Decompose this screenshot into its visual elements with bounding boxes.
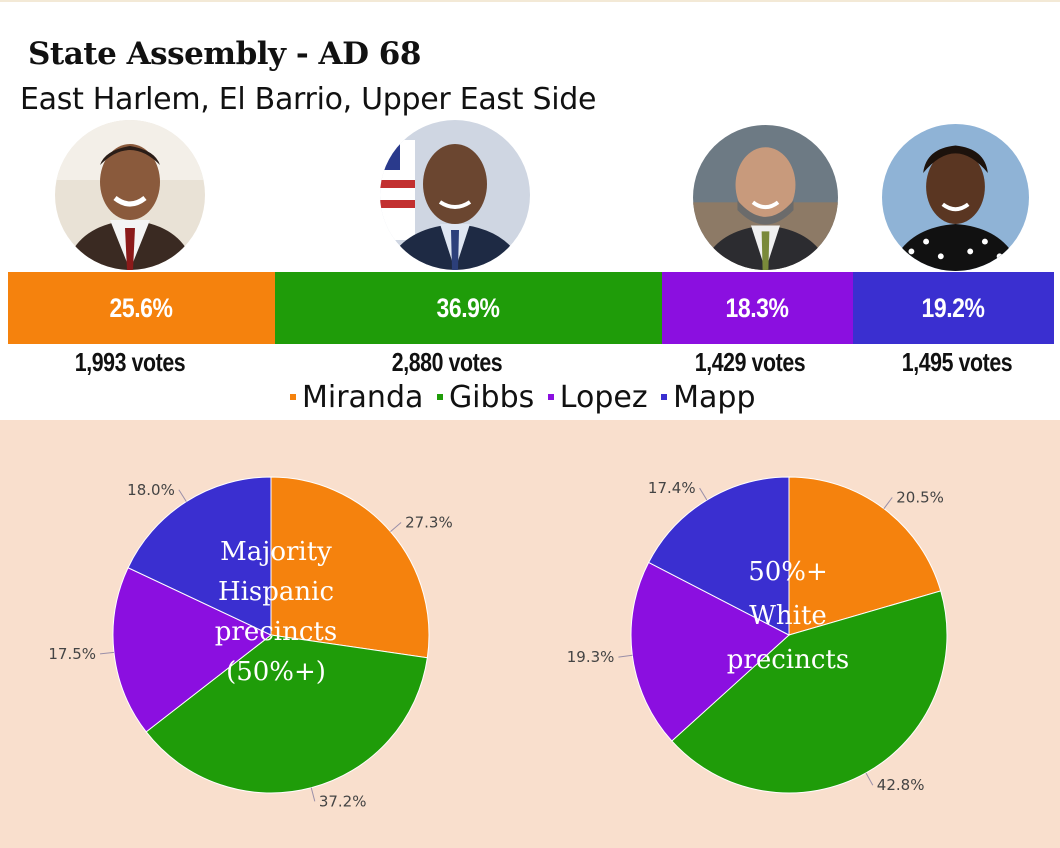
candidate-photo-gibbs — [380, 120, 530, 270]
legend-label-mapp: Mapp — [673, 380, 756, 415]
pie-title-line: Hispanic — [218, 577, 334, 607]
legend-item-mapp: Mapp — [661, 380, 756, 415]
page-subtitle: East Harlem, El Barrio, Upper East Side — [20, 82, 597, 117]
precinct-pies-panel: 27.3% 37.2% 17.5% 18.0% Majority Hispanic prec… — [0, 420, 1060, 848]
legend: Miranda Gibbs Lopez Mapp — [290, 380, 760, 415]
pie-leader-gibbs — [310, 787, 316, 802]
bar-percent-lopez: 18.3% — [726, 292, 789, 323]
candidate-photo-miranda — [55, 120, 205, 270]
pie-leader-mapp — [178, 489, 187, 502]
votes-mapp: 1,495 votes — [901, 347, 1013, 377]
legend-item-lopez: Lopez — [547, 380, 648, 415]
votes-miranda: 1,993 votes — [74, 347, 186, 377]
legend-label-lopez: Lopez — [559, 380, 648, 415]
bar-segment-lopez: 18.3% — [662, 272, 853, 344]
pie-leader-mapp — [699, 487, 708, 501]
legend-item-miranda: Miranda — [290, 380, 423, 415]
bar-percent-gibbs: 36.9% — [437, 292, 500, 323]
pie-leader-miranda — [883, 497, 893, 509]
pie-title-line: (50%+) — [226, 657, 326, 687]
bar-segment-miranda: 25.6% — [8, 272, 275, 344]
pie-label-gibbs: 42.8% — [877, 776, 925, 794]
pie-title-line: Majority — [220, 537, 332, 567]
bar-percent-mapp: 19.2% — [922, 292, 985, 323]
pie-slice-mapp — [647, 476, 790, 636]
pie-title-line: precincts — [215, 617, 337, 647]
votes-gibbs: 2,880 votes — [391, 347, 503, 377]
pie-chart-1: 27.3% 37.2% 17.5% 18.0% Majority Hispanic prec… — [48, 476, 453, 810]
pie-label-mapp: 17.4% — [648, 479, 696, 497]
results-header-panel: State Assembly - AD 68 East Harlem, El B… — [0, 0, 1060, 420]
pie-slice-lopez — [112, 567, 272, 733]
pie-slice-lopez — [630, 561, 790, 742]
pie-label-lopez: 17.5% — [48, 645, 96, 663]
pie-leader-lopez — [618, 654, 633, 658]
votes-lopez: 1,429 votes — [694, 347, 806, 377]
pie-label-miranda: 27.3% — [405, 513, 453, 531]
pie-label-lopez: 19.3% — [567, 648, 615, 666]
pie-slice-miranda — [788, 476, 942, 636]
pie-charts: 27.3% 37.2% 17.5% 18.0% Majority Hispanic prec… — [48, 476, 948, 810]
pie-leader-miranda — [390, 522, 402, 533]
legend-label-miranda: Miranda — [302, 380, 424, 415]
legend-swatch-mapp — [661, 393, 668, 400]
pie-title-line: precincts — [727, 645, 849, 675]
pie-leader-gibbs — [865, 772, 874, 786]
pie-slice-gibbs — [671, 590, 948, 794]
pie-title-line: 50%+ — [748, 557, 828, 587]
candidate-photo-lopez — [693, 125, 838, 270]
bar-percent-miranda: 25.6% — [110, 292, 173, 323]
pie-chart-2: 20.5% 42.8% 19.3% 17.4% 50%+ White precincts — [567, 476, 948, 794]
legend-swatch-gibbs — [436, 393, 443, 400]
pie-title-line: White — [749, 601, 827, 631]
pie-label-mapp: 18.0% — [127, 481, 175, 499]
legend-label-gibbs: Gibbs — [448, 380, 535, 415]
pie-label-gibbs: 37.2% — [319, 792, 367, 810]
legend-swatch-miranda — [290, 393, 296, 400]
legend-swatch-lopez — [547, 393, 554, 400]
pie-slice-gibbs — [145, 634, 428, 794]
bar-segment-gibbs: 36.9% — [275, 272, 662, 344]
candidate-photo-mapp — [882, 124, 1029, 271]
page-title: State Assembly - AD 68 — [28, 36, 421, 72]
pie-leader-lopez — [99, 651, 115, 655]
pie-label-miranda: 20.5% — [896, 488, 944, 506]
legend-item-gibbs: Gibbs — [436, 380, 535, 415]
bar-segment-mapp: 19.2% — [853, 272, 1054, 344]
